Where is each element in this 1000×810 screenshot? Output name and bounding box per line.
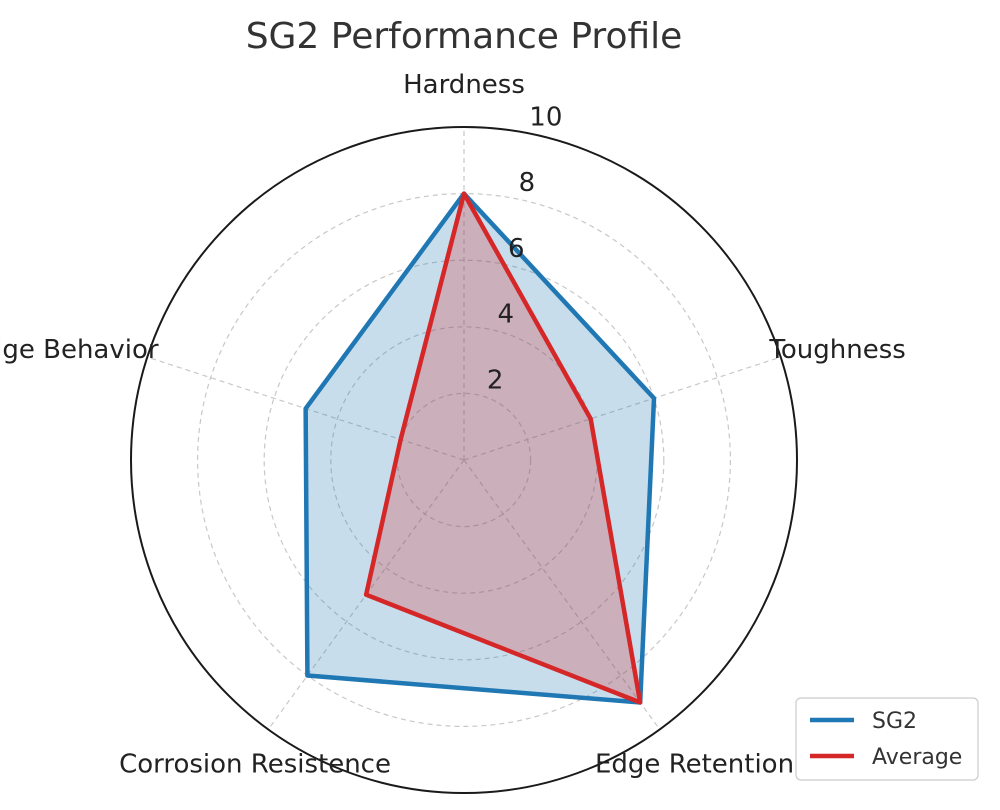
series-line-average: [363, 191, 643, 705]
series-fill-average: [366, 193, 641, 703]
axis-label-toughness: Toughness: [768, 335, 905, 365]
r-tick-label-6: 6: [508, 234, 525, 264]
r-tick-label-8: 8: [519, 168, 536, 198]
series-fill-sg2: [305, 193, 655, 703]
r-tick-label-10: 10: [529, 102, 562, 132]
r-tick-label-4: 4: [497, 300, 514, 330]
grid-spoke: [463, 459, 661, 730]
axis-label-edge-retention: Edge Retention: [595, 749, 794, 779]
legend: SG2 Average: [795, 697, 979, 781]
series-layer: [303, 191, 657, 705]
axis-label-corrosion-resistence: Corrosion Resistence: [119, 749, 391, 779]
legend-label-average: Average: [872, 745, 962, 770]
grid-circle-6: [263, 259, 665, 661]
axis-label-edge-behavior: Edge Behavior: [0, 335, 159, 365]
polar-frame: [130, 126, 798, 794]
legend-label-sg2: SG2: [872, 709, 917, 734]
axis-label-hardness: Hardness: [403, 70, 525, 100]
r-tick-label-2: 2: [487, 365, 504, 395]
grid-spoke: [463, 356, 781, 461]
chart-title: SG2 Performance Profile: [246, 16, 683, 57]
series-line-sg2: [303, 191, 657, 705]
